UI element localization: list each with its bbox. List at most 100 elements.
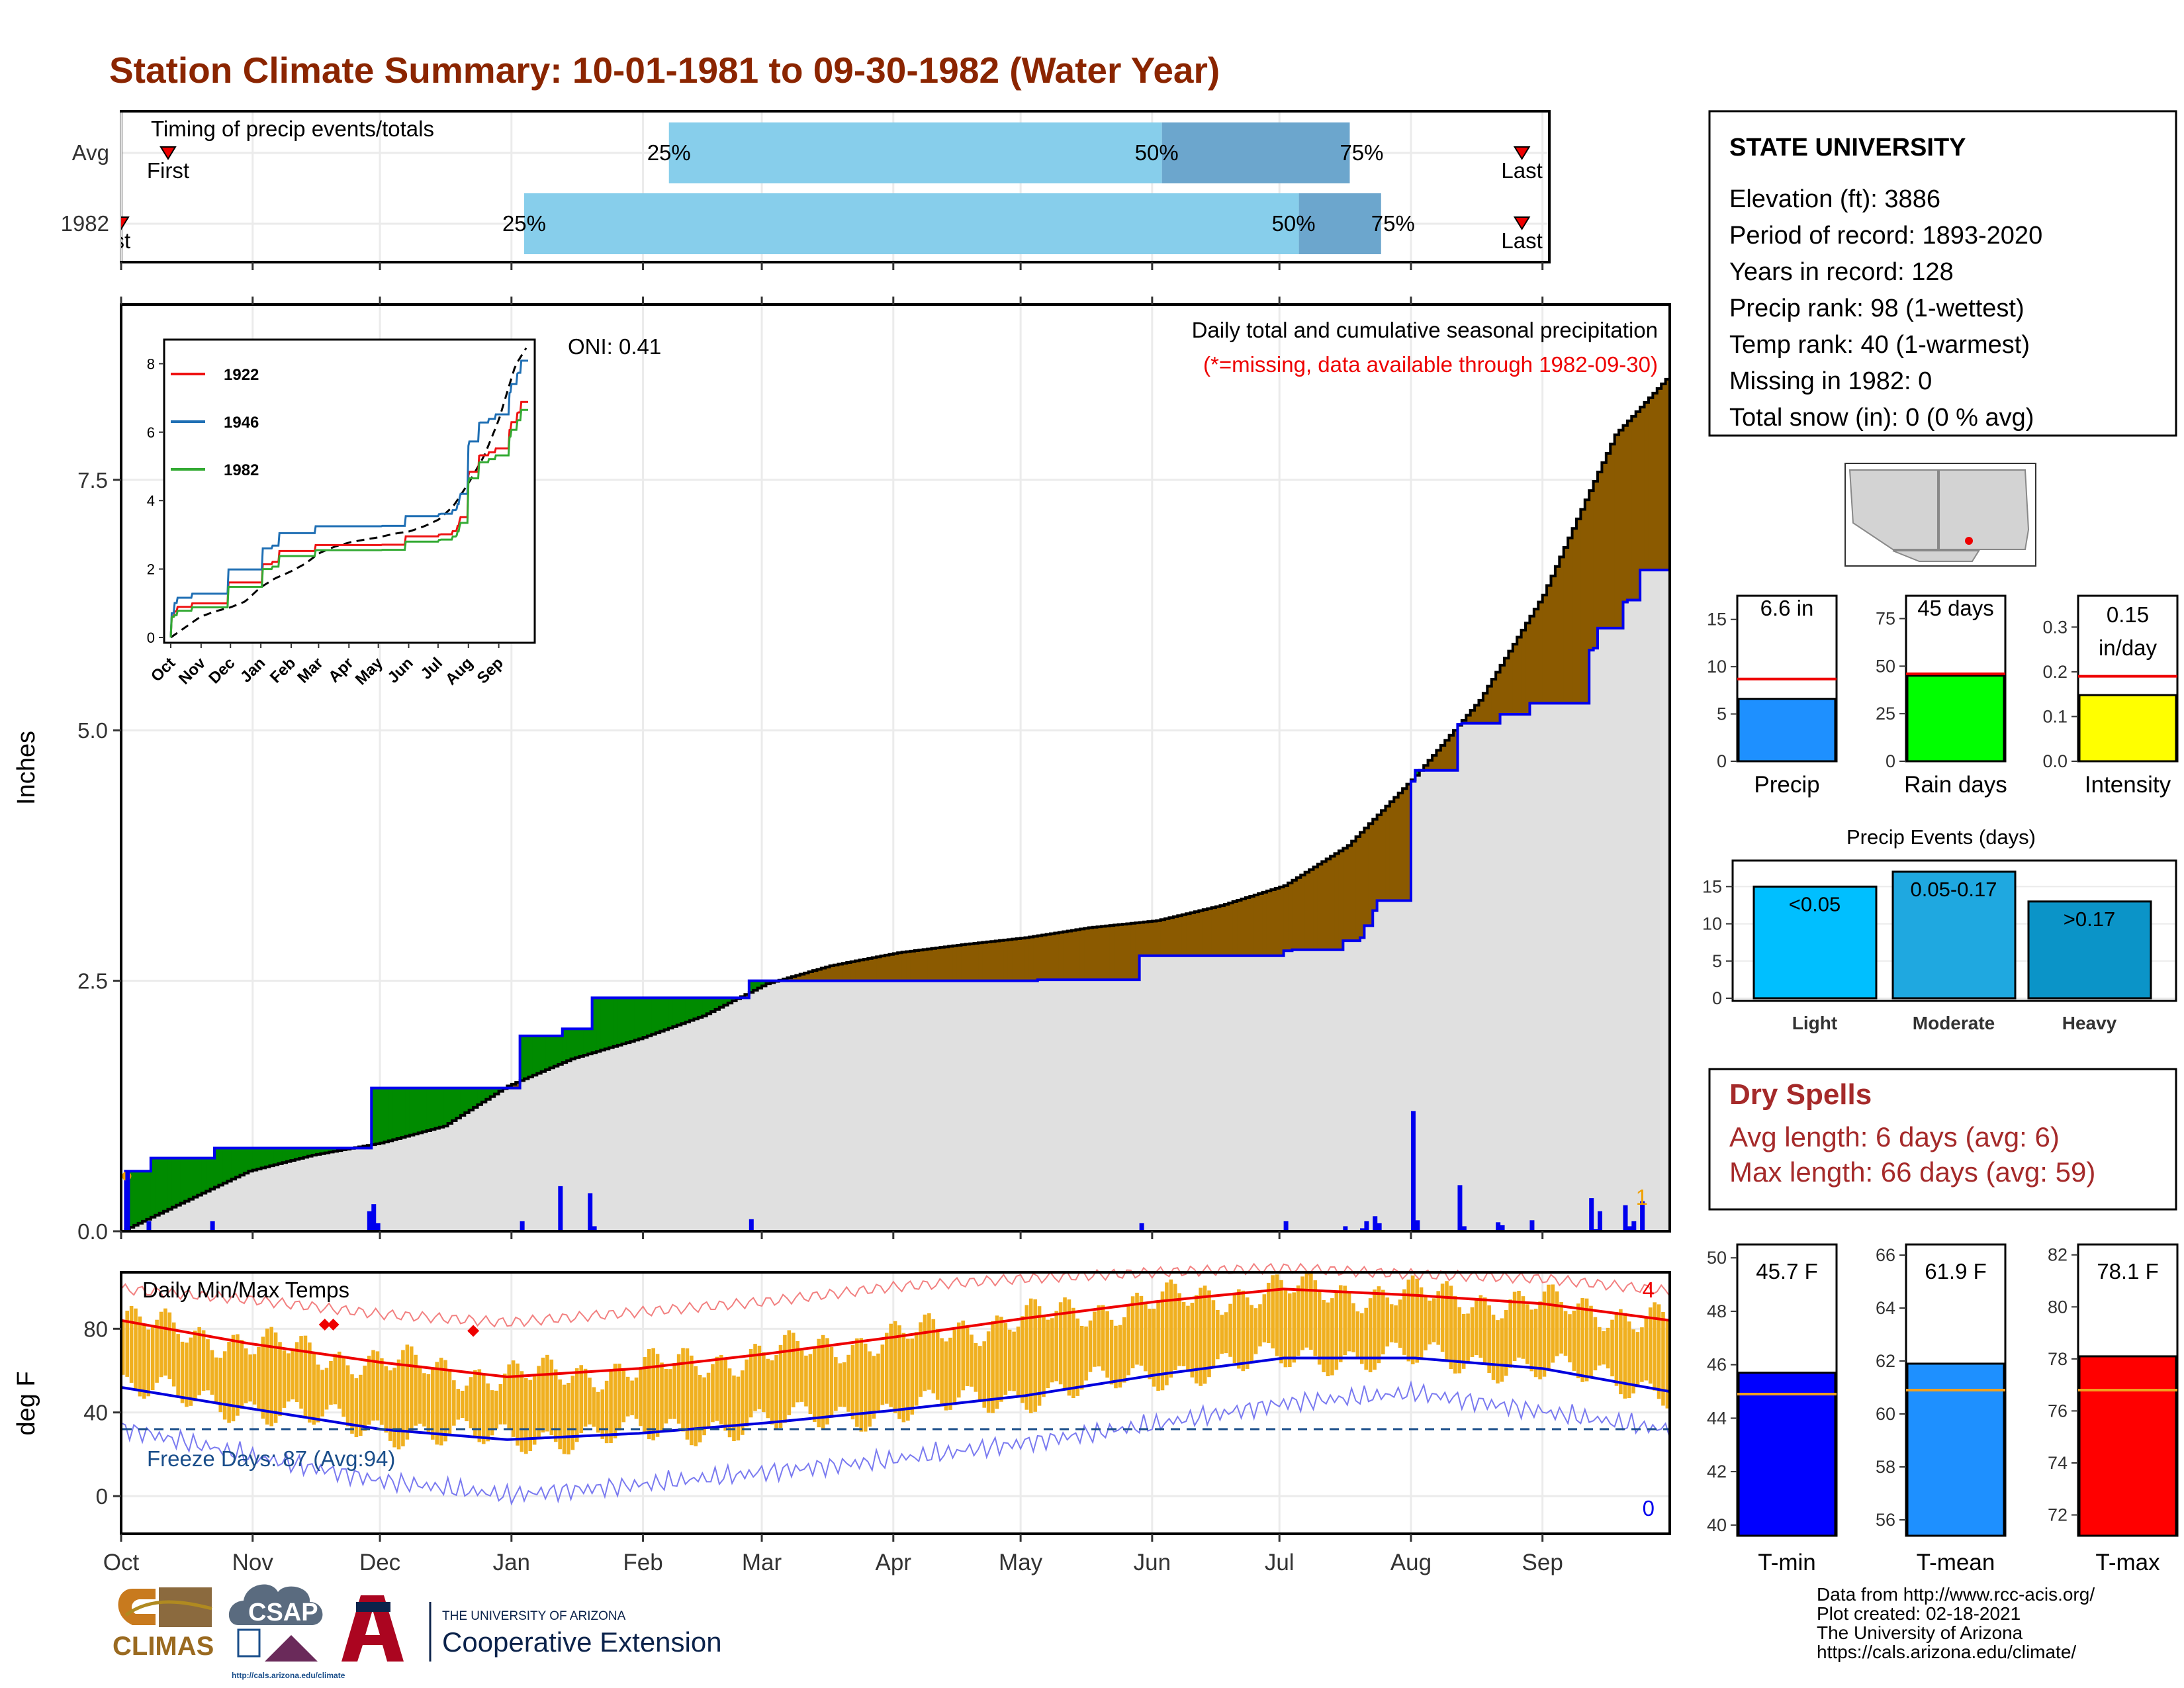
deficit-area (1563, 547, 1569, 704)
station-info-line: Temp rank: 40 (1-warmest) (1729, 331, 2030, 359)
surplus-area (189, 1158, 194, 1199)
deficit-area (1580, 509, 1586, 704)
deficit-area (1003, 940, 1009, 981)
daily-temp-bar (1440, 1284, 1445, 1352)
year-cumulative-area (121, 570, 1670, 1231)
chart-title: Station Climate Summary: 10-01-1981 to 0… (109, 50, 1220, 91)
daily-temp-bar (774, 1355, 778, 1429)
daily-temp-bar (1482, 1297, 1487, 1365)
deficit-area (1598, 471, 1603, 628)
daily-temp-bar (1487, 1305, 1491, 1373)
daily-temp-bar (1114, 1325, 1118, 1389)
deficit-area (999, 940, 1005, 981)
deficit-area (1279, 886, 1285, 956)
daily-temp-bar (655, 1354, 660, 1437)
deficit-area (825, 966, 831, 981)
ua-small-text: THE UNIVERSITY OF ARIZONA (442, 1609, 626, 1623)
surplus-area (706, 998, 711, 1014)
mini-bar-tick-label: 0.0 (2042, 751, 2068, 771)
daily-temp-bar (282, 1350, 287, 1408)
daily-temp-bar (1304, 1270, 1309, 1348)
daily-temp-bar (850, 1345, 855, 1420)
deficit-area (1479, 700, 1484, 724)
surplus-area (604, 998, 610, 1049)
event-bar: <0.05 Light (1752, 885, 1878, 1033)
surplus-area (422, 1088, 428, 1132)
daily-temp-bar (690, 1355, 694, 1446)
station-info-line: Missing in 1982: 0 (1729, 367, 1932, 395)
deficit-area (884, 955, 889, 981)
daily-temp-bar (609, 1370, 613, 1443)
daily-temp-bar (1542, 1291, 1547, 1377)
deficit-area (1173, 916, 1178, 956)
daily-temp-bar (1415, 1278, 1419, 1363)
precip-ytick-label: 0.0 (77, 1219, 108, 1244)
daily-temp-bar (838, 1363, 842, 1407)
surplus-area (431, 1088, 436, 1130)
daily-temp-bar (698, 1375, 702, 1442)
surplus-area (248, 1148, 253, 1172)
daily-temp-bar (1445, 1281, 1449, 1361)
precip-count-label: 1 (1636, 1185, 1648, 1209)
deficit-area (1118, 924, 1123, 980)
deficit-area (799, 974, 805, 981)
daily-temp-bar (176, 1334, 180, 1396)
daily-temp-bar (1547, 1284, 1551, 1371)
deficit-area (1322, 861, 1327, 950)
surplus-area (685, 998, 690, 1022)
deficit-area (948, 946, 954, 981)
daily-precip-bar (1343, 1226, 1348, 1231)
surplus-area (609, 998, 614, 1048)
daily-temp-bar (944, 1341, 948, 1411)
temp-bar-tick-label: 66 (1876, 1245, 1895, 1265)
surplus-area (719, 998, 724, 1008)
daily-temp-bar (766, 1358, 770, 1419)
timing-row-year-name: 1982 (61, 211, 109, 236)
month-label: Jun (1134, 1550, 1171, 1575)
daily-temp-bar (324, 1368, 329, 1410)
daily-temp-bar (639, 1368, 643, 1427)
deficit-area (1079, 929, 1085, 980)
temp-bar-tick-label: 44 (1707, 1408, 1727, 1428)
daily-temp-bar (1572, 1310, 1576, 1371)
surplus-area (384, 1088, 389, 1143)
daily-temp-bar (812, 1346, 817, 1423)
deficit-area (1512, 644, 1518, 715)
daily-temp-bar (956, 1322, 961, 1398)
mini-bar-value (1906, 675, 2005, 763)
deficit-area (1614, 434, 1619, 628)
daily-temp-bar (1580, 1297, 1584, 1382)
daily-temp-bar (855, 1338, 859, 1427)
daily-precip-bar (371, 1204, 377, 1231)
surplus-area (490, 1088, 495, 1097)
daily-precip-bar (1631, 1221, 1637, 1231)
daily-temp-bar (859, 1338, 864, 1432)
daily-temp-bar (567, 1383, 570, 1455)
daily-precip-bar (1598, 1211, 1603, 1231)
temp-bar-label: T-min (1758, 1550, 1816, 1575)
daily-temp-bar (1449, 1286, 1453, 1370)
inset-legend-label: 1922 (224, 366, 259, 384)
last-label: Last (1501, 228, 1542, 253)
daily-temp-bar (583, 1368, 588, 1427)
month-label: Oct (103, 1550, 140, 1575)
deficit-area (863, 959, 868, 981)
event-bar-range: >0.17 (2064, 908, 2115, 931)
surplus-area (146, 1171, 152, 1219)
month-label: Apr (876, 1550, 912, 1575)
ua-logo: THE UNIVERSITY OF ARIZONA Cooperative Ex… (341, 1595, 722, 1662)
deficit-area (1067, 931, 1072, 980)
daily-temp-bar (337, 1351, 341, 1409)
deficit-area (1347, 845, 1352, 941)
event-bar-range: 0.05-0.17 (1911, 878, 1997, 901)
deficit-area (970, 943, 975, 981)
daily-temp-bar (516, 1363, 520, 1446)
surplus-area (303, 1148, 308, 1158)
deficit-area (1190, 912, 1195, 956)
deficit-area (1334, 853, 1340, 950)
daily-temp-bar (664, 1368, 668, 1424)
deficit-area (1148, 921, 1153, 956)
daily-temp-bar (439, 1358, 443, 1446)
deficit-area (791, 976, 796, 981)
surplus-area (456, 1088, 461, 1118)
